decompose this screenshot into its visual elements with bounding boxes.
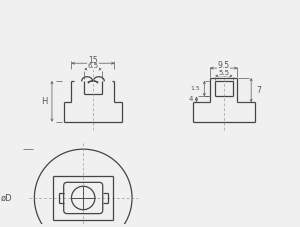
Text: 7: 7 — [256, 86, 261, 95]
Text: 6.5: 6.5 — [87, 63, 98, 69]
Text: øD: øD — [0, 193, 12, 202]
Text: 4: 4 — [188, 96, 193, 102]
Text: 9.5: 9.5 — [218, 61, 230, 70]
Text: H: H — [41, 97, 47, 106]
Text: 1.5: 1.5 — [190, 86, 200, 91]
Text: 5.5: 5.5 — [218, 70, 229, 76]
Text: 15: 15 — [88, 56, 98, 65]
